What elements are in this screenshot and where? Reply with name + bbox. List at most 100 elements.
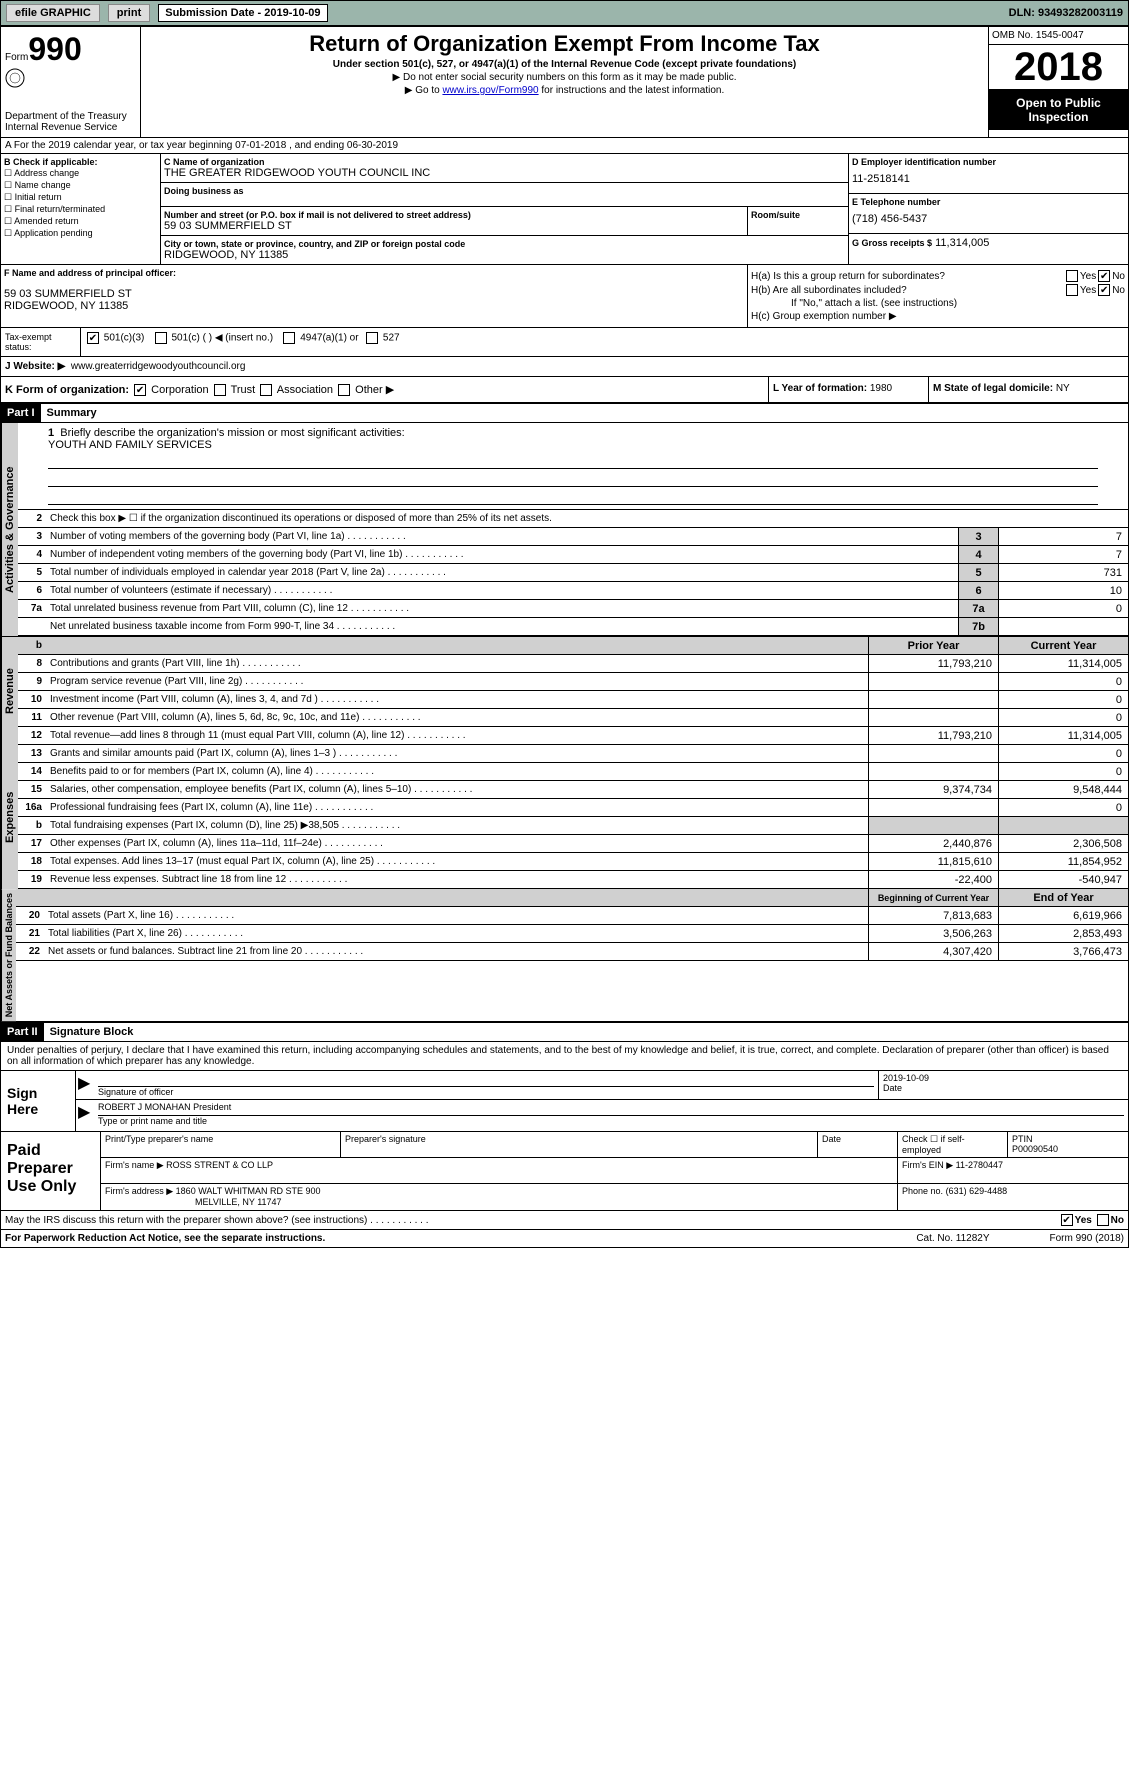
header-right: OMB No. 1545-0047 2018 Open to Public In… <box>988 27 1128 137</box>
domicile-label: M State of legal domicile: <box>933 383 1053 394</box>
pra-notice: For Paperwork Reduction Act Notice, see … <box>5 1233 916 1244</box>
summary-line: Net unrelated business taxable income fr… <box>18 618 1128 636</box>
chk-other[interactable] <box>338 384 350 396</box>
summary-line: 5Total number of individuals employed in… <box>18 564 1128 582</box>
col-f: F Name and address of principal officer:… <box>1 265 748 327</box>
print-button[interactable]: print <box>108 4 150 22</box>
city-label: City or town, state or province, country… <box>164 239 845 249</box>
summary-line: 14Benefits paid to or for members (Part … <box>18 763 1128 781</box>
domicile: NY <box>1056 383 1070 394</box>
form-subtitle: Under section 501(c), 527, or 4947(a)(1)… <box>145 59 984 70</box>
phone: (718) 456-5437 <box>852 213 1125 225</box>
form-word: Form <box>5 52 28 63</box>
org-name: THE GREATER RIDGEWOOD YOUTH COUNCIL INC <box>164 167 845 179</box>
summary-line: 19Revenue less expenses. Subtract line 1… <box>18 871 1128 889</box>
summary-line: 7aTotal unrelated business revenue from … <box>18 600 1128 618</box>
hb-label: H(b) Are all subordinates included? <box>751 285 1064 296</box>
chk-trust[interactable] <box>214 384 226 396</box>
efile-button[interactable]: efile GRAPHIC <box>6 4 100 22</box>
ha-no[interactable] <box>1098 270 1110 282</box>
chk-name[interactable]: ☐ Name change <box>4 180 157 191</box>
vert-governance: Activities & Governance <box>1 423 18 636</box>
form990-link[interactable]: www.irs.gov/Form990 <box>442 85 538 96</box>
form-id: Form 990 (2018) <box>1050 1233 1124 1244</box>
form-org-label: K Form of organization: <box>5 384 129 396</box>
paid-preparer-row: Paid Preparer Use Only Print/Type prepar… <box>1 1132 1128 1211</box>
ha-yes[interactable] <box>1066 270 1078 282</box>
hb-yes[interactable] <box>1066 284 1078 296</box>
prep-date-label: Date <box>818 1132 898 1157</box>
summary-line: 21Total liabilities (Part X, line 26)3,5… <box>16 925 1128 943</box>
row-a: A For the 2019 calendar year, or tax yea… <box>1 138 1128 154</box>
current-year-header: Current Year <box>998 637 1128 654</box>
summary-line: 11Other revenue (Part VIII, column (A), … <box>18 709 1128 727</box>
goto-post: for instructions and the latest informat… <box>539 85 725 96</box>
summary-line: 22Net assets or fund balances. Subtract … <box>16 943 1128 961</box>
summary-line: 8Contributions and grants (Part VIII, li… <box>18 655 1128 673</box>
bottom-row: For Paperwork Reduction Act Notice, see … <box>1 1230 1128 1247</box>
firm-name-label: Firm's name ▶ <box>105 1160 164 1170</box>
chk-address[interactable]: ☐ Address change <box>4 168 157 179</box>
type-name-label: Type or print name and title <box>98 1116 1124 1126</box>
ptin-label: PTIN <box>1012 1134 1124 1144</box>
header-row: Form990 Department of the Treasury Inter… <box>1 27 1128 138</box>
summary-line: bTotal fundraising expenses (Part IX, co… <box>18 817 1128 835</box>
year-formation: 1980 <box>870 383 892 394</box>
street-address: 59 03 SUMMERFIELD ST <box>164 220 744 232</box>
chk-amended[interactable]: ☐ Amended return <box>4 216 157 227</box>
sig-date: 2019-10-09 <box>883 1073 1124 1083</box>
chk-501c3[interactable] <box>87 332 99 344</box>
col-k: K Form of organization: Corporation Trus… <box>1 377 768 402</box>
form-number: 990 <box>28 31 81 67</box>
year-formation-label: L Year of formation: <box>773 383 867 394</box>
gross-receipts: 11,314,005 <box>935 237 989 249</box>
hb-no[interactable] <box>1098 284 1110 296</box>
col-m: M State of legal domicile: NY <box>928 377 1128 402</box>
summary-line: 4Number of independent voting members of… <box>18 546 1128 564</box>
tax-year: 2018 <box>989 45 1128 90</box>
mission: YOUTH AND FAMILY SERVICES <box>48 439 1098 451</box>
chk-527[interactable] <box>366 332 378 344</box>
col-c: C Name of organization THE GREATER RIDGE… <box>161 154 848 264</box>
discuss-yes[interactable] <box>1061 1214 1073 1226</box>
tax-exempt-label: Tax-exempt status: <box>5 332 52 352</box>
col-b: B Check if applicable: ☐ Address change … <box>1 154 161 264</box>
firm-phone: (631) 629-4488 <box>946 1186 1008 1196</box>
summary-line: 9Program service revenue (Part VIII, lin… <box>18 673 1128 691</box>
website-url: www.greaterridgewoodyouthcouncil.org <box>71 361 246 372</box>
chk-final[interactable]: ☐ Final return/terminated <box>4 204 157 215</box>
discuss-no[interactable] <box>1097 1214 1109 1226</box>
declaration: Under penalties of perjury, I declare th… <box>1 1042 1128 1071</box>
city-state-zip: RIDGEWOOD, NY 11385 <box>164 249 845 261</box>
chk-4947[interactable] <box>283 332 295 344</box>
form-main: Form990 Department of the Treasury Inter… <box>0 26 1129 1248</box>
open-to-public: Open to Public Inspection <box>989 90 1128 130</box>
header-center: Return of Organization Exempt From Incom… <box>141 27 988 137</box>
summary-line: 6Total number of volunteers (estimate if… <box>18 582 1128 600</box>
summary-line: 12Total revenue—add lines 8 through 11 (… <box>18 727 1128 745</box>
irs-seal-icon <box>5 68 136 91</box>
chk-501c[interactable] <box>155 332 167 344</box>
arrow-icon: ▶ <box>76 1100 94 1128</box>
goto-pre: ▶ Go to <box>405 85 443 96</box>
officer-label: F Name and address of principal officer: <box>4 268 744 278</box>
chk-pending[interactable]: ☐ Application pending <box>4 228 157 239</box>
row-i: Tax-exempt status: 501(c)(3) 501(c) ( ) … <box>1 328 1128 357</box>
sign-here-label: Sign Here <box>1 1071 76 1131</box>
arrow-icon: ▶ <box>76 1071 94 1099</box>
row-b-label: b <box>18 638 48 653</box>
part1-badge: Part I <box>1 404 41 422</box>
prep-name-label: Print/Type preparer's name <box>101 1132 341 1157</box>
chk-corp[interactable] <box>134 384 146 396</box>
chk-initial[interactable]: ☐ Initial return <box>4 192 157 203</box>
expenses-section: Expenses 13Grants and similar amounts pa… <box>1 745 1128 889</box>
summary-line: 15Salaries, other compensation, employee… <box>18 781 1128 799</box>
chk-assoc[interactable] <box>260 384 272 396</box>
firm-addr1: 1860 WALT WHITMAN RD STE 900 <box>176 1186 321 1196</box>
summary-line: 13Grants and similar amounts paid (Part … <box>18 745 1128 763</box>
ein: 11-2518141 <box>852 173 1125 185</box>
netassets-section: Net Assets or Fund Balances Beginning of… <box>1 889 1128 1021</box>
hb-note: If "No," attach a list. (see instruction… <box>751 298 1125 309</box>
firm-addr-label: Firm's address ▶ <box>105 1186 173 1196</box>
firm-addr2: MELVILLE, NY 11747 <box>105 1197 893 1207</box>
